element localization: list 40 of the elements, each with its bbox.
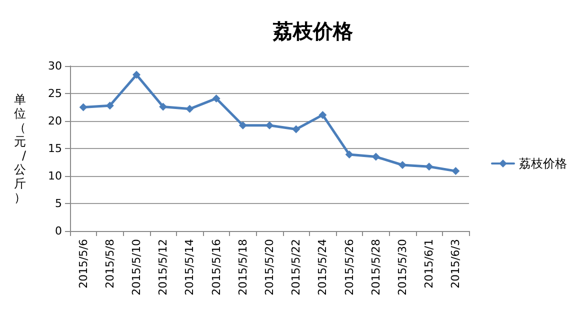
x-tick-label: 2015/5/6: [76, 239, 90, 288]
point: [372, 152, 380, 161]
x-tick-label: 2015/5/20: [263, 239, 276, 296]
legend-label: 荔枝价格: [519, 156, 567, 170]
y-tick-label: 5: [55, 197, 62, 210]
x-tick-label: 2015/5/28: [369, 239, 382, 296]
x-tick-label: 2015/5/26: [342, 239, 356, 296]
x-tick-label: 2015/5/10: [130, 239, 143, 296]
point: [79, 103, 88, 112]
y-tick-label: 30: [48, 60, 62, 72]
point: [132, 70, 140, 79]
x-tick-label: 2015/6/3: [449, 239, 462, 288]
point: [186, 104, 194, 113]
point: [159, 102, 168, 111]
x-tick-label: 2015/5/22: [290, 239, 303, 296]
x-tick-label: 2015/5/12: [156, 239, 170, 296]
y-axis-title: 单位（元/公斤）: [14, 92, 27, 204]
y-tick-label: 25: [48, 87, 62, 100]
x-tick-label: 2015/5/24: [316, 239, 330, 296]
chart-title: 荔枝价格: [272, 19, 354, 43]
point: [212, 94, 220, 102]
x-tick-label: 2015/5/8: [103, 239, 116, 288]
x-tick-label: 2015/6/1: [422, 239, 436, 288]
point: [266, 121, 274, 130]
point: [292, 125, 300, 134]
x-tick-label: 2015/5/30: [396, 239, 409, 296]
y-tick-label: 10: [48, 170, 62, 182]
point: [425, 162, 434, 171]
y-tick-label: 0: [55, 224, 62, 238]
y-tick-label: 20: [48, 114, 62, 128]
point: [345, 150, 354, 159]
point: [238, 121, 247, 130]
x-tick-label: 2015/5/16: [210, 239, 223, 296]
point: [318, 110, 327, 119]
point: [106, 102, 114, 110]
point: [398, 161, 406, 169]
x-tick-label: 2015/5/18: [236, 239, 250, 296]
x-tick-label: 2015/5/14: [183, 239, 196, 296]
point: [452, 167, 460, 176]
y-tick-label: 15: [48, 142, 62, 155]
